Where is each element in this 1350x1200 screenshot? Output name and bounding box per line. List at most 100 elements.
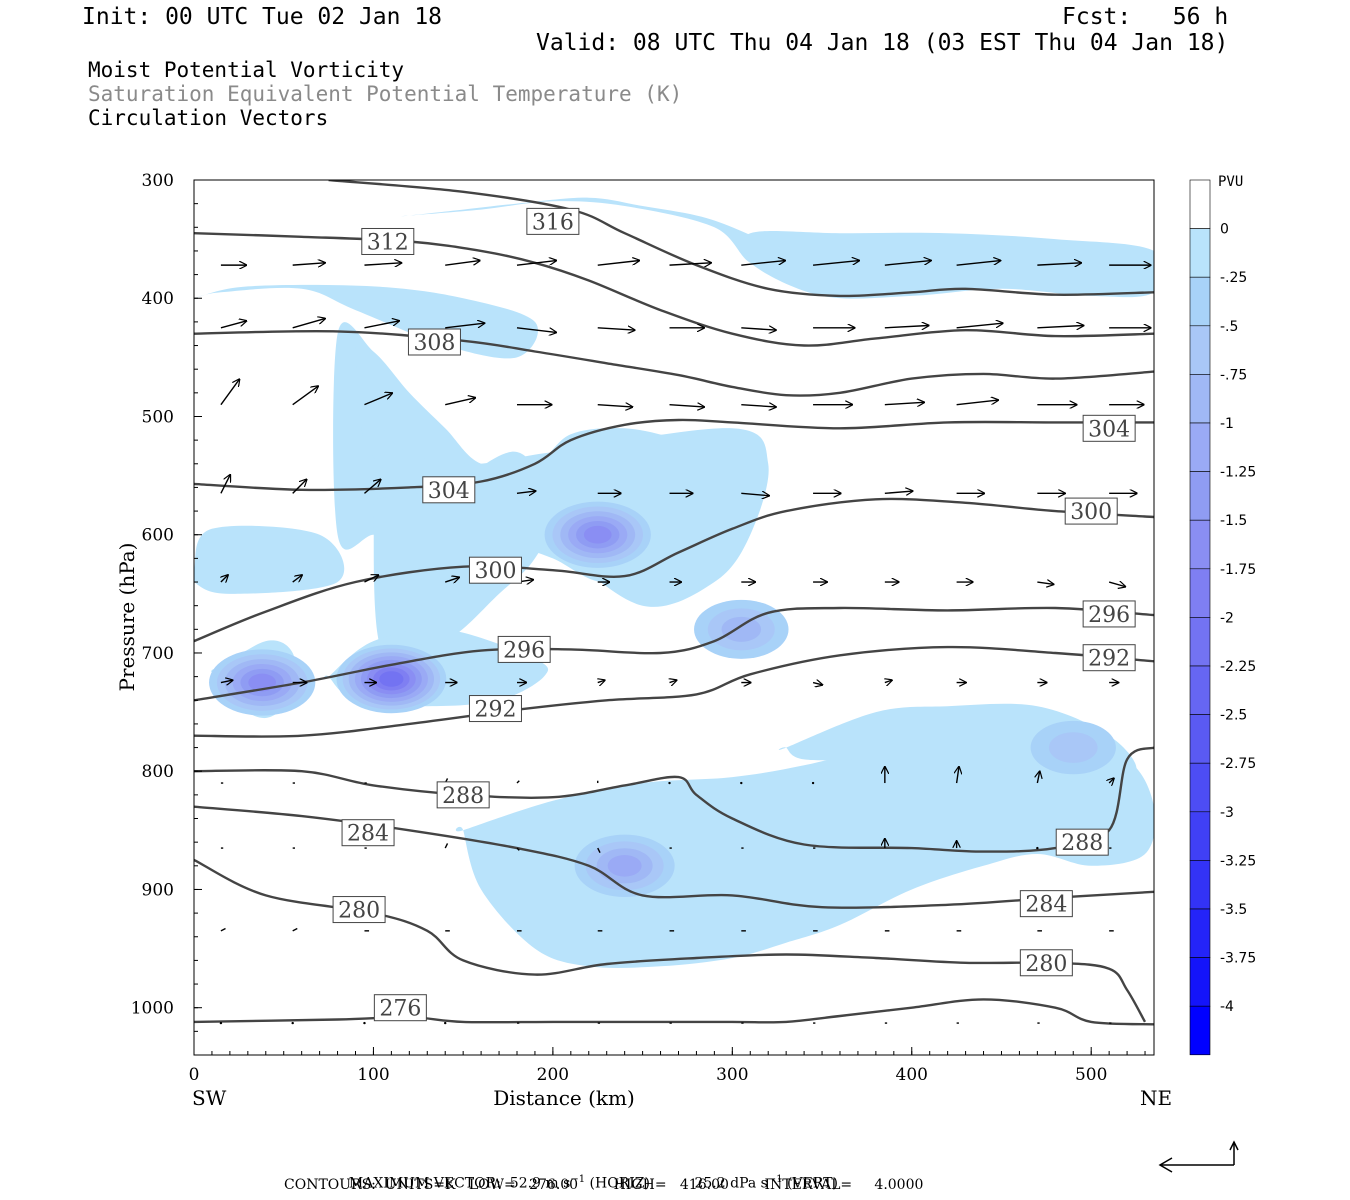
y-tick-label: 700 xyxy=(142,644,174,664)
circulation-vector xyxy=(445,398,475,406)
isentrope-label: 304 xyxy=(428,479,470,504)
circulation-vector xyxy=(597,328,635,330)
colorbar-label: 0 xyxy=(1220,222,1229,238)
circulation-vector xyxy=(812,261,859,266)
isentrope-label-box xyxy=(1064,497,1118,525)
horiz-unit: (HORIZ) xyxy=(589,1175,650,1192)
y-axis-label: Pressure (hPa) xyxy=(115,543,139,692)
colorbar-swatch xyxy=(1189,762,1211,813)
circulation-vector xyxy=(884,261,931,266)
reference-vector-icon xyxy=(1158,1140,1239,1173)
circulation-vector xyxy=(444,843,449,849)
isentrope-label: 284 xyxy=(347,822,389,847)
mpv-region xyxy=(352,333,769,607)
circulation-vector xyxy=(220,927,226,932)
colorbar-swatch xyxy=(1189,325,1211,375)
forecast-hour: Fcst: 56 h xyxy=(1062,4,1229,30)
vert-exp: −1 xyxy=(767,1174,783,1185)
colorbar-label: -.75 xyxy=(1220,367,1247,383)
colorbar-label: -2.5 xyxy=(1220,708,1247,724)
isentrope-label-box xyxy=(468,556,522,584)
circulation-vector xyxy=(957,767,959,784)
x-end-label-ne: NE xyxy=(1140,1086,1172,1110)
mpv-core xyxy=(1048,732,1098,763)
colorbar-swatch xyxy=(1189,860,1211,910)
isentrope-label-box xyxy=(1082,644,1136,672)
circulation-vector xyxy=(516,327,556,333)
isentrope-296 xyxy=(194,606,1154,702)
circulation-vector xyxy=(220,379,239,406)
max-vector-label: MAXIMUM VECTOR: xyxy=(348,1175,501,1192)
isentrope-label-box xyxy=(436,781,490,809)
circulation-vector xyxy=(884,402,924,404)
isentrope-label-box xyxy=(1019,949,1073,977)
circulation-vector xyxy=(364,575,378,583)
isentrope-label-box xyxy=(1082,600,1136,628)
circulation-vector xyxy=(516,780,520,784)
circulation-vector xyxy=(1108,582,1125,587)
isentrope-label: 288 xyxy=(1061,831,1103,856)
circulation-vector xyxy=(669,263,711,265)
isentrope-label: 292 xyxy=(1088,647,1130,672)
field-title-vectors: Circulation Vectors xyxy=(88,106,329,130)
vert-unit: (VERT) xyxy=(787,1175,838,1192)
field-title-mpv: Moist Potential Vorticity xyxy=(88,58,405,82)
circulation-vector xyxy=(364,480,380,494)
isentrope-label-box xyxy=(1019,890,1073,918)
circulation-vector xyxy=(885,680,892,682)
y-tick-label: 300 xyxy=(142,171,174,191)
x-tick-label: 200 xyxy=(537,1065,569,1085)
circulation-vector xyxy=(670,680,677,682)
circulation-vector xyxy=(884,326,929,328)
colorbar-swatch xyxy=(1189,519,1211,570)
isentrope-label: 312 xyxy=(367,230,409,255)
circulation-vector xyxy=(444,577,459,582)
circulation-vector xyxy=(292,386,318,406)
isentrope-label: 288 xyxy=(442,784,484,809)
isentrope-label-box xyxy=(1055,828,1109,856)
circulation-vector xyxy=(669,405,705,407)
circulation-vector xyxy=(220,680,233,682)
isentrope-label: 308 xyxy=(413,331,455,356)
x-tick-label: 500 xyxy=(1075,1065,1107,1085)
colorbar-title: PVU xyxy=(1218,174,1243,190)
circulation-vector xyxy=(741,261,785,266)
colorbar-label: -.25 xyxy=(1220,270,1247,286)
circulation-vector xyxy=(364,393,392,406)
field-title-thetae: Saturation Equivalent Potential Temperat… xyxy=(88,82,683,106)
x-tick-label: 0 xyxy=(189,1065,200,1085)
colorbar-swatch xyxy=(1189,374,1211,424)
circulation-vector xyxy=(956,323,1003,329)
isentrope-layer xyxy=(194,180,1154,1026)
isentrope-label-box xyxy=(407,328,461,356)
x-end-label-sw: SW xyxy=(192,1086,227,1110)
isentrope-300 xyxy=(194,497,1154,643)
colorbar-label: -1.5 xyxy=(1220,513,1247,529)
circulation-vector xyxy=(597,405,633,407)
isentrope-label: 300 xyxy=(474,559,516,584)
colorbar-label: -3.5 xyxy=(1220,902,1247,918)
colorbar-label: -1 xyxy=(1220,416,1234,432)
y-tick-label: 500 xyxy=(142,407,174,427)
circulation-vector xyxy=(741,328,776,330)
isentrope-label: 316 xyxy=(532,210,574,235)
x-tick-label: 400 xyxy=(896,1065,928,1085)
colorbar-swatch xyxy=(1189,908,1211,958)
circulation-vector xyxy=(363,1021,366,1025)
isentrope-label-box xyxy=(332,896,386,924)
circulation-vector xyxy=(291,1021,294,1025)
mpv-region xyxy=(194,525,345,594)
isentrope-label-box xyxy=(468,695,522,723)
isentrope-label-box xyxy=(526,207,580,235)
mpv-region xyxy=(740,231,1154,299)
x-tick-label: 100 xyxy=(357,1065,389,1085)
colorbar-swatch xyxy=(1189,276,1211,327)
colorbar-swatch xyxy=(1189,811,1211,861)
colorbar-swatch xyxy=(1189,714,1211,764)
circulation-vector xyxy=(741,405,776,407)
mpv-core xyxy=(583,525,612,544)
isentrope-label: 300 xyxy=(1070,500,1112,525)
circulation-vector xyxy=(292,319,325,329)
circulation-vector xyxy=(811,781,815,785)
